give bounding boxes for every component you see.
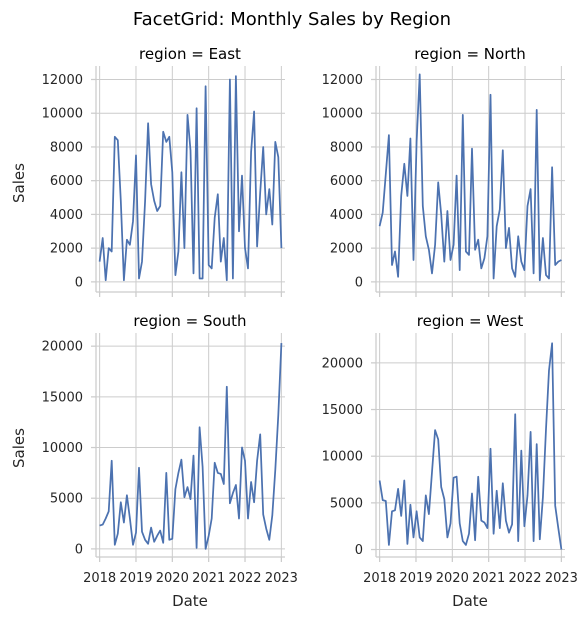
y-tick-label: 8000 bbox=[50, 140, 83, 155]
y-tick-label: 12000 bbox=[42, 73, 83, 88]
x-tick-label: 2021 bbox=[472, 571, 505, 586]
sales-line-west bbox=[378, 342, 563, 550]
y-tick-label: 10000 bbox=[322, 450, 363, 465]
y-tick-label: 6000 bbox=[50, 174, 83, 189]
y-tick-label: 6000 bbox=[330, 174, 363, 189]
x-tick-label: 2023 bbox=[545, 571, 578, 586]
y-tick-label: 0 bbox=[75, 275, 83, 290]
y-tick-label: 15000 bbox=[42, 390, 83, 405]
x-tick-label: 2023 bbox=[265, 571, 298, 586]
y-tick-label: 5000 bbox=[50, 492, 83, 507]
y-axis-label-bottom: Sales bbox=[10, 428, 28, 468]
y-tick-label: 8000 bbox=[330, 140, 363, 155]
x-axis-label-right: Date bbox=[452, 592, 488, 610]
y-tick-label: 10000 bbox=[42, 441, 83, 456]
y-axis-label-top: Sales bbox=[10, 163, 28, 203]
gridlines-east bbox=[96, 66, 285, 292]
y-tick-label: 10000 bbox=[42, 107, 83, 122]
facet-title-east: region = East bbox=[139, 45, 241, 63]
y-tick-label: 0 bbox=[355, 275, 363, 290]
y-tick-label: 4000 bbox=[330, 208, 363, 223]
facet-north: region = North 0 2000 4000 6000 8000 10000 120… bbox=[322, 45, 565, 297]
facet-title-north: region = North bbox=[414, 45, 526, 63]
y-tick-label: 2000 bbox=[50, 242, 83, 257]
figure-title: FacetGrid: Monthly Sales by Region bbox=[133, 9, 451, 30]
x-axis-label-left: Date bbox=[172, 592, 208, 610]
y-tick-label: 15000 bbox=[322, 403, 363, 418]
sales-line-south bbox=[99, 343, 283, 550]
y-tick-label: 5000 bbox=[330, 496, 363, 511]
facet-title-west: region = West bbox=[417, 312, 524, 330]
y-tick-label: 0 bbox=[75, 542, 83, 557]
x-tick-label: 2018 bbox=[83, 571, 116, 586]
facet-title-south: region = South bbox=[133, 312, 246, 330]
sales-line-north bbox=[378, 73, 562, 282]
x-tick-label: 2019 bbox=[399, 571, 432, 586]
y-tick-label: 20000 bbox=[322, 356, 363, 371]
facet-east: region = East 0 2000 4000 6000 8000 10000 1200… bbox=[42, 45, 285, 297]
y-tick-label: 2000 bbox=[330, 242, 363, 257]
y-tick-label: 0 bbox=[355, 543, 363, 558]
gridlines-south bbox=[96, 333, 285, 557]
y-tick-label: 4000 bbox=[50, 208, 83, 223]
sales-line-east bbox=[98, 75, 283, 282]
y-tick-label: 12000 bbox=[322, 73, 363, 88]
x-tick-label: 2022 bbox=[508, 571, 541, 586]
y-tick-label: 10000 bbox=[322, 107, 363, 122]
x-tick-label: 2019 bbox=[119, 571, 152, 586]
x-tick-label: 2020 bbox=[436, 571, 469, 586]
x-tick-label: 2022 bbox=[228, 571, 261, 586]
x-tick-label: 2018 bbox=[363, 571, 396, 586]
x-tick-label: 2020 bbox=[156, 571, 189, 586]
x-tick-label: 2021 bbox=[192, 571, 225, 586]
y-tick-label: 20000 bbox=[42, 340, 83, 355]
